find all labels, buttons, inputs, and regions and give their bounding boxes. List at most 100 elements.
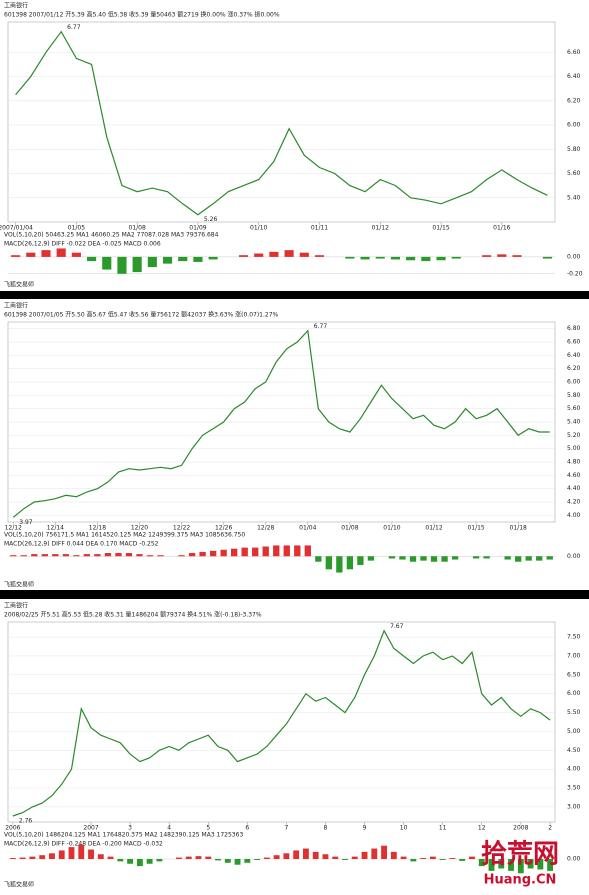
macd-bar (420, 556, 427, 561)
macd-bar (205, 856, 212, 859)
y-tick-label: 5.00 (567, 728, 581, 735)
macd-bar (136, 554, 143, 557)
macd-bar (263, 857, 270, 859)
macd-bar (504, 556, 511, 560)
macd-bar (178, 256, 188, 262)
macd-bar (185, 856, 192, 859)
macd-bar (449, 858, 456, 859)
x-tick-label: 9 (363, 825, 367, 832)
x-tick-label: 8 (324, 825, 328, 832)
macd-bar (517, 859, 524, 874)
macd-bar (146, 555, 154, 557)
macd-bar (409, 556, 417, 562)
macd-bar (399, 556, 406, 560)
low-label: 5.26 (204, 216, 218, 223)
macd-bar (97, 854, 104, 859)
y-tick-label: 6.60 (567, 49, 581, 56)
macd-bar (87, 256, 97, 262)
macd-bar (107, 856, 114, 859)
x-tick-label: 01/10 (250, 225, 267, 232)
macd-bar (58, 850, 65, 859)
macd-bar (381, 845, 387, 859)
low-label: 3.97 (19, 519, 33, 526)
macd-bar (115, 553, 122, 557)
macd-bar (68, 847, 75, 859)
x-tick-label: 12/20 (131, 525, 148, 532)
x-tick-label: 2008 (513, 825, 528, 832)
macd-bar (146, 859, 153, 864)
macd-bar (283, 853, 290, 859)
macd-bar (156, 859, 163, 862)
macd-bar (284, 250, 294, 257)
macd-bar (273, 855, 280, 859)
macd-bar (208, 256, 218, 260)
macd-bar (420, 858, 427, 859)
macd-bar (302, 848, 309, 859)
x-tick-label: 12/26 (215, 525, 232, 532)
y-tick-label: 4.50 (567, 747, 581, 754)
macd-bar (525, 556, 532, 561)
macd-bar (127, 859, 134, 864)
stock-name: 工商银行 (4, 2, 28, 10)
macd-bar (546, 556, 553, 560)
macd-bar (357, 556, 364, 565)
y-tick-label: 7.50 (567, 634, 581, 641)
macd-bar (125, 553, 133, 557)
macd-bar (269, 251, 279, 257)
macd-bar (178, 555, 185, 557)
footer: 飞狐交易师 (4, 581, 34, 589)
macd-bar (336, 556, 343, 573)
macd-bar (497, 254, 507, 257)
x-tick-label: 2007 (83, 825, 98, 832)
y-tick-label: 4.20 (567, 499, 581, 506)
macd-bar (410, 859, 417, 862)
macd-bar (215, 859, 221, 861)
y-tick-label: 7.00 (567, 652, 581, 659)
volume-info: VOL(5,10,20) 50463.25 MA1 46060.25 MA2 7… (4, 232, 219, 239)
macd-bar (52, 554, 59, 557)
macd-bar (342, 859, 348, 860)
macd-bar (478, 859, 485, 867)
x-tick-label: 01/08 (129, 225, 146, 232)
price-line (15, 30, 548, 216)
high-label: 6.77 (67, 24, 81, 31)
macd-info: MACD(26,12,9) DIFF -0.248 DEA -0.200 MAC… (4, 841, 163, 848)
x-tick-label: 01/12 (372, 225, 389, 232)
y-tick-label: 5.80 (567, 392, 581, 399)
macd-bar (294, 545, 301, 557)
y-tick-label: 5.00 (567, 445, 581, 452)
y-tick-label: 6.00 (567, 379, 581, 386)
quote-info: 601398 2007/01/12 开5.39 高5.40 低5.38 收5.3… (4, 11, 280, 19)
x-tick-label: 12/18 (89, 525, 106, 532)
macd-bar (483, 556, 490, 559)
macd-bar (19, 857, 26, 859)
y-tick-label: 4.80 (567, 459, 581, 466)
low-label: 2.76 (19, 817, 33, 824)
y-tick-label: 4.00 (567, 512, 581, 519)
macd-bar (304, 545, 311, 557)
macd-bar (488, 859, 495, 871)
macd-bar (314, 255, 325, 257)
macd-bar (78, 844, 85, 859)
macd-bar (88, 849, 94, 859)
y-tick-label: 3.50 (567, 785, 581, 792)
macd-bar (315, 556, 322, 562)
footer: 飞狐交易师 (4, 881, 34, 889)
macd-bar (231, 548, 238, 557)
plot-frame (7, 21, 556, 223)
macd-bar (536, 556, 543, 561)
x-tick-label: 2006 (5, 825, 20, 832)
x-tick-label: 10 (400, 825, 408, 832)
macd-bar (104, 553, 112, 557)
macd-bar (293, 850, 300, 859)
macd-bar (238, 255, 249, 257)
macd-bar (26, 252, 36, 257)
macd-bar (299, 252, 309, 257)
y-tick-label: 5.60 (567, 405, 581, 412)
macd-bar (209, 550, 217, 557)
macd-bar (451, 256, 461, 259)
macd-bar (512, 255, 522, 257)
macd-bar (20, 555, 27, 557)
macd-bar (56, 248, 66, 257)
